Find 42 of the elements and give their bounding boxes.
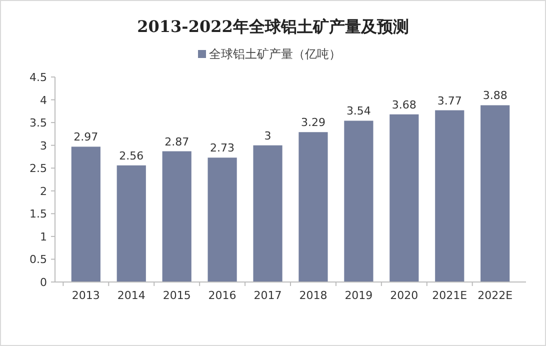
data-label: 3.54 [346, 104, 371, 118]
y-tick-label: 0.5 [30, 253, 47, 266]
x-tick-label: 2021E [432, 289, 468, 302]
data-label: 2.73 [210, 142, 235, 155]
x-tick-label: 2022E [478, 289, 513, 302]
data-label: 3.77 [437, 94, 462, 108]
data-label: 3.29 [300, 116, 326, 130]
x-tick-label: 2013 [72, 289, 100, 302]
bar [208, 158, 237, 282]
x-tick-label: 2020 [390, 289, 418, 302]
y-tick-label: 4.5 [30, 71, 47, 84]
x-tick-label: 2015 [162, 289, 191, 302]
chart-title: 2013-2022年全球铝土矿产量及预测 [137, 17, 409, 36]
y-tick-label: 1.5 [30, 208, 47, 221]
x-tick-label: 2016 [208, 289, 236, 302]
bar [480, 105, 510, 282]
data-label: 3.88 [482, 89, 508, 102]
data-label: 3.68 [392, 98, 416, 112]
bar [298, 132, 328, 282]
bar [390, 114, 419, 282]
bar [344, 120, 374, 282]
data-label: 2.97 [74, 130, 98, 144]
bar [71, 146, 100, 282]
x-tick-label: 2014 [117, 289, 146, 302]
y-tick-label: 1 [40, 230, 47, 244]
bar [116, 165, 146, 282]
bar [435, 110, 464, 282]
y-tick-label: 0 [40, 276, 47, 289]
x-tick-label: 2017 [254, 289, 282, 302]
bar [253, 145, 282, 282]
y-tick-label: 3 [40, 139, 47, 152]
x-tick-label: 2019 [344, 289, 373, 302]
x-tick-label: 2018 [299, 289, 328, 302]
data-label: 3 [264, 129, 272, 142]
y-tick-label: 3.5 [30, 116, 47, 130]
data-label: 2.56 [119, 149, 144, 162]
legend-label: 全球铝土矿产量（亿吨） [209, 47, 341, 61]
y-tick-label: 2.5 [30, 162, 47, 176]
bar [162, 151, 192, 282]
y-tick-label: 4 [40, 94, 47, 107]
y-tick-label: 2 [40, 184, 47, 198]
data-label: 2.87 [164, 135, 190, 148]
